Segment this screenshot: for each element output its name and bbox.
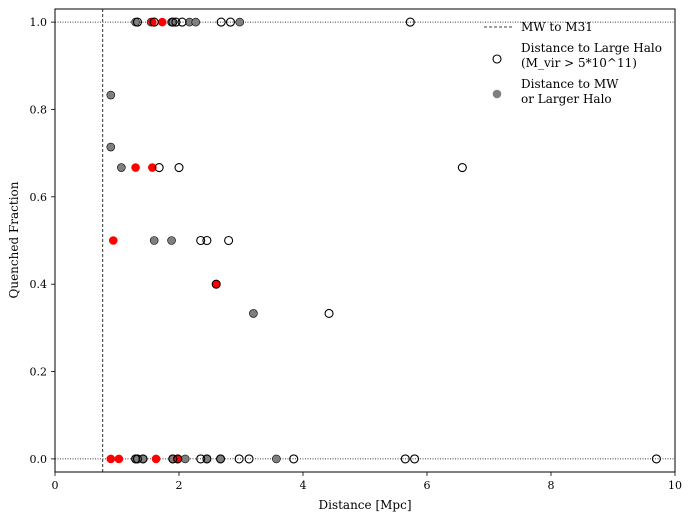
data-point	[215, 454, 226, 464]
data-point	[272, 454, 281, 464]
data-point	[171, 17, 181, 27]
data-point	[132, 454, 143, 464]
y-tick-label: 0.0	[30, 453, 48, 466]
x-tick-label: 6	[424, 479, 431, 492]
data-point	[106, 454, 116, 464]
data-point	[167, 236, 176, 245]
y-axis-ticks: 0.0 0.2 0.4 0.6 0.8 1.0	[30, 16, 55, 466]
legend-label-mw-to-m31: MW to M31	[521, 20, 593, 34]
y-tick-label: 0.4	[30, 278, 48, 291]
data-point	[235, 17, 245, 27]
data-point	[108, 236, 118, 245]
legend-label-larger-halo: or Larger Halo	[521, 92, 612, 106]
data-point	[191, 17, 201, 27]
data-point	[410, 454, 420, 464]
data-point	[244, 454, 254, 464]
data-point	[149, 236, 159, 245]
data-point	[400, 454, 410, 464]
data-point	[216, 17, 226, 27]
data-point	[224, 235, 234, 246]
data-point	[117, 163, 126, 172]
data-point	[148, 17, 157, 27]
y-tick-label: 0.6	[30, 191, 48, 204]
data-point	[225, 17, 236, 27]
legend-gray-marker	[492, 89, 502, 99]
data-point	[202, 235, 212, 246]
data-point	[174, 163, 184, 173]
y-tick-label: 1.0	[30, 16, 48, 29]
x-tick-label: 4	[300, 479, 307, 492]
data-point	[148, 163, 157, 172]
data-point	[177, 17, 187, 27]
data-point	[132, 17, 143, 27]
data-point	[168, 17, 178, 27]
data-point	[405, 17, 415, 27]
y-tick-label: 0.8	[30, 103, 48, 116]
legend: MW to M31 Distance to Large Halo(M_vir > …	[484, 20, 662, 106]
data-point	[196, 454, 206, 464]
data-point	[154, 163, 164, 173]
data-point	[289, 454, 299, 464]
data-point	[151, 454, 161, 464]
data-point	[138, 454, 148, 464]
x-tick-label: 10	[668, 479, 682, 492]
data-point	[234, 454, 244, 464]
data-point	[196, 235, 206, 246]
legend-label-mw: Distance to MW	[521, 77, 619, 91]
data-point	[114, 454, 124, 464]
x-axis-ticks: 0 2 4 6 8 10	[52, 472, 682, 492]
data-point	[149, 17, 159, 27]
x-tick-label: 2	[176, 479, 183, 492]
data-points	[106, 17, 661, 464]
data-point	[324, 308, 334, 318]
plot-frame	[54, 8, 676, 473]
data-point	[157, 17, 167, 27]
data-point	[131, 17, 140, 27]
data-point	[202, 454, 212, 464]
data-point	[651, 454, 661, 464]
data-point	[131, 163, 140, 172]
y-axis-label: Quenched Fraction	[7, 181, 21, 298]
data-point	[211, 279, 221, 289]
data-point	[106, 142, 116, 152]
x-tick-label: 8	[548, 479, 555, 492]
data-point	[249, 309, 258, 318]
data-point	[180, 454, 190, 464]
data-point	[106, 90, 116, 100]
data-point	[168, 454, 178, 464]
x-tick-label: 0	[52, 479, 59, 492]
legend-label-large-halo: Distance to Large Halo	[521, 41, 662, 55]
legend-label-large-halo-mass: (M_vir > 5*10^11)	[521, 56, 637, 70]
x-axis-label: Distance [Mpc]	[318, 498, 411, 512]
data-point	[457, 163, 467, 173]
data-point	[173, 454, 183, 464]
y-tick-label: 0.2	[30, 366, 48, 379]
legend-hollow-marker	[492, 54, 502, 64]
